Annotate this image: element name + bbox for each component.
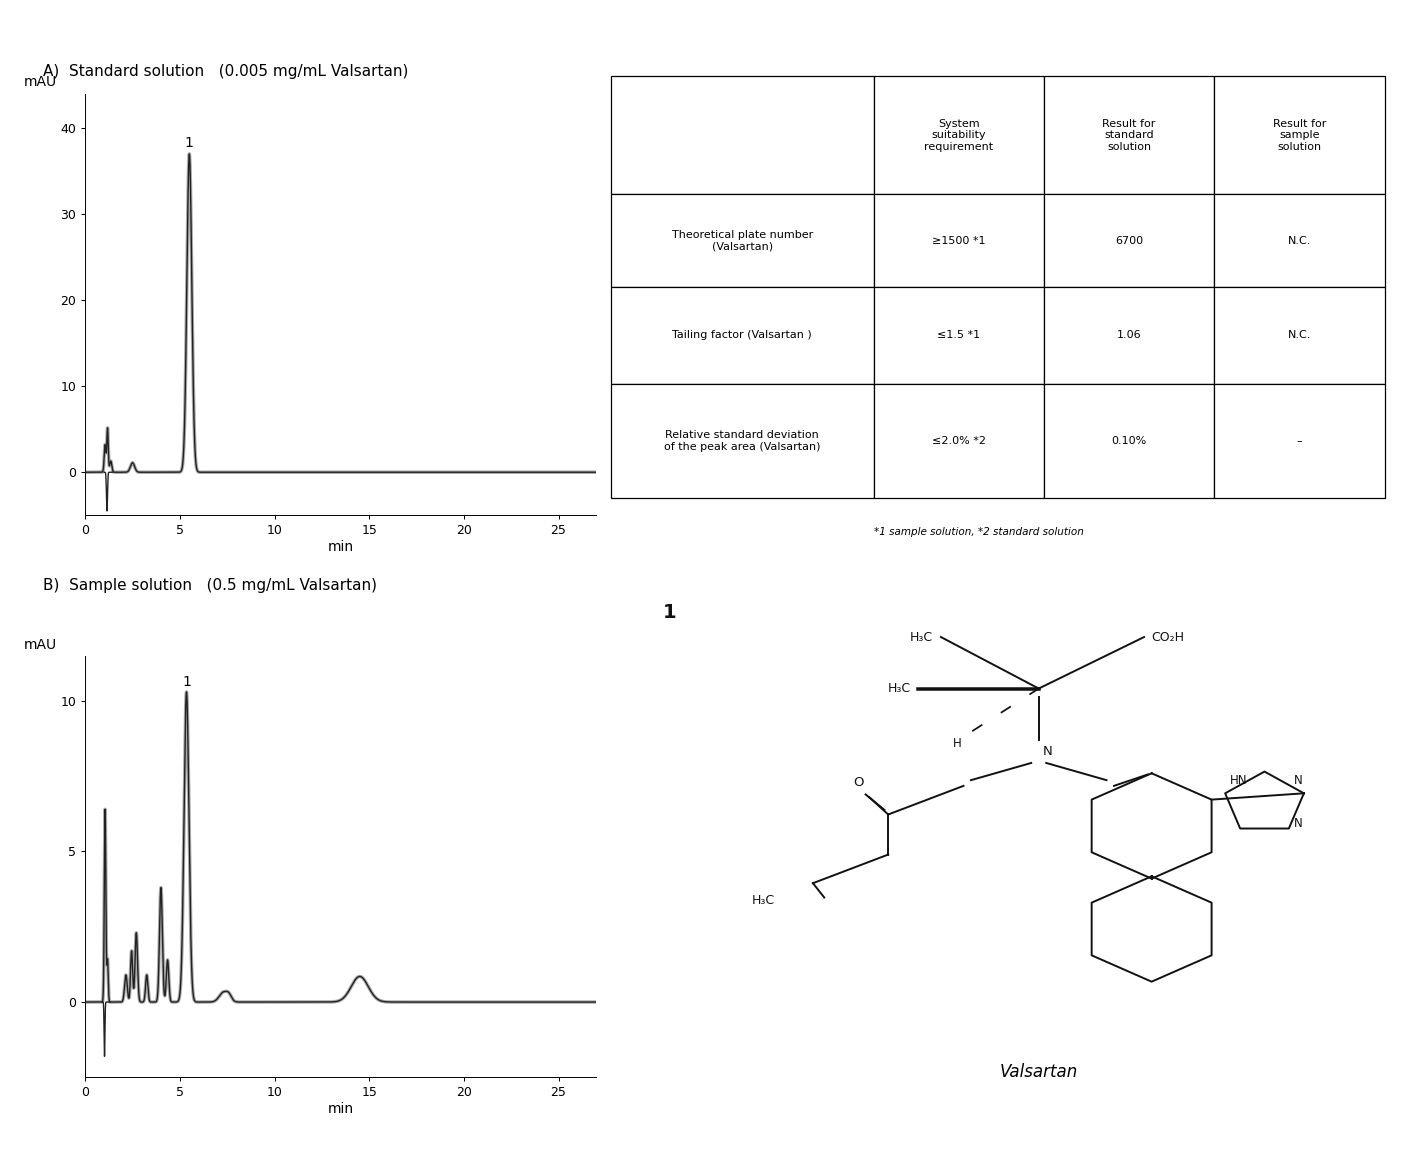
FancyBboxPatch shape xyxy=(873,287,1044,384)
FancyBboxPatch shape xyxy=(611,76,873,194)
Text: 1.06: 1.06 xyxy=(1116,330,1142,341)
Text: 6700: 6700 xyxy=(1115,235,1143,246)
X-axis label: min: min xyxy=(328,1102,354,1116)
Text: H: H xyxy=(953,738,961,751)
FancyBboxPatch shape xyxy=(1044,287,1214,384)
FancyBboxPatch shape xyxy=(611,194,873,287)
FancyBboxPatch shape xyxy=(611,384,873,498)
Text: HN: HN xyxy=(1230,774,1247,787)
Text: 1: 1 xyxy=(182,674,190,689)
Text: Relative standard deviation
of the peak area (Valsartan): Relative standard deviation of the peak … xyxy=(665,430,821,452)
Text: 0.10%: 0.10% xyxy=(1112,436,1147,446)
FancyBboxPatch shape xyxy=(1214,287,1384,384)
Text: 1: 1 xyxy=(662,603,676,622)
X-axis label: min: min xyxy=(328,540,354,554)
Text: A)  Standard solution   (0.005 mg/mL Valsartan): A) Standard solution (0.005 mg/mL Valsar… xyxy=(43,64,408,80)
Text: –: – xyxy=(1296,436,1302,446)
Text: Tailing factor (Valsartan ): Tailing factor (Valsartan ) xyxy=(672,330,812,341)
Text: Theoretical plate number
(Valsartan): Theoretical plate number (Valsartan) xyxy=(672,230,812,252)
Text: N.C.: N.C. xyxy=(1288,330,1311,341)
Text: Result for
standard
solution: Result for standard solution xyxy=(1102,118,1156,152)
Text: mAU: mAU xyxy=(24,75,57,89)
Text: Result for
sample
solution: Result for sample solution xyxy=(1272,118,1326,152)
Text: H₃C: H₃C xyxy=(753,893,775,906)
Text: N: N xyxy=(1042,745,1052,758)
Text: mAU: mAU xyxy=(24,637,57,651)
Text: N: N xyxy=(1294,774,1302,787)
Text: ≤2.0% *2: ≤2.0% *2 xyxy=(932,436,985,446)
FancyBboxPatch shape xyxy=(873,384,1044,498)
Text: O: O xyxy=(853,775,863,789)
FancyBboxPatch shape xyxy=(1044,76,1214,194)
FancyBboxPatch shape xyxy=(1044,194,1214,287)
Text: H₃C: H₃C xyxy=(910,630,933,644)
Text: ≥1500 *1: ≥1500 *1 xyxy=(932,235,985,246)
FancyBboxPatch shape xyxy=(1214,194,1384,287)
FancyBboxPatch shape xyxy=(1044,384,1214,498)
Text: N.C.: N.C. xyxy=(1288,235,1311,246)
Text: 1: 1 xyxy=(185,136,193,150)
Text: B)  Sample solution   (0.5 mg/mL Valsartan): B) Sample solution (0.5 mg/mL Valsartan) xyxy=(43,578,376,594)
Text: Valsartan: Valsartan xyxy=(1000,1063,1078,1081)
FancyBboxPatch shape xyxy=(1214,384,1384,498)
Text: N: N xyxy=(1294,816,1302,829)
Text: ≤1.5 *1: ≤1.5 *1 xyxy=(937,330,980,341)
FancyBboxPatch shape xyxy=(611,287,873,384)
FancyBboxPatch shape xyxy=(873,76,1044,194)
Text: CO₂H: CO₂H xyxy=(1152,630,1184,644)
Text: H₃C: H₃C xyxy=(888,682,910,696)
FancyBboxPatch shape xyxy=(1214,76,1384,194)
Text: System
suitability
requirement: System suitability requirement xyxy=(924,118,994,152)
FancyBboxPatch shape xyxy=(873,194,1044,287)
Text: *1 sample solution, *2 standard solution: *1 sample solution, *2 standard solution xyxy=(873,527,1083,537)
